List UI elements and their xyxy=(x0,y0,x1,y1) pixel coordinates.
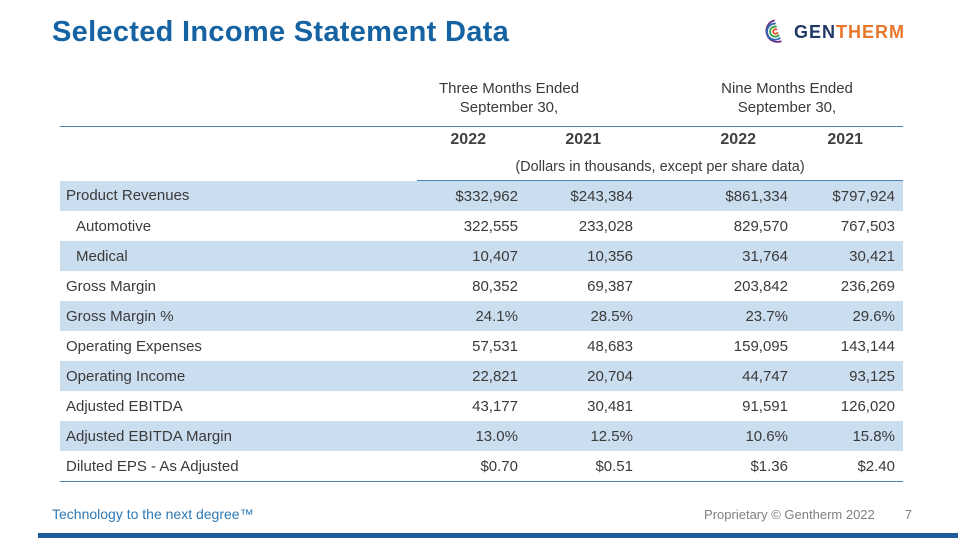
table-row: Gross Margin % 24.1% 28.5% 23.7% 29.6% xyxy=(60,301,903,331)
year-header: 2022 xyxy=(450,131,486,148)
row-label: Operating Expenses xyxy=(66,337,202,355)
cell-value: 13.0% xyxy=(417,421,526,451)
cell-value: 236,269 xyxy=(840,277,895,295)
cell-value: 20,704 xyxy=(526,361,641,391)
footer-tagline: Technology to the next degree™ xyxy=(52,506,254,522)
row-label: Gross Margin xyxy=(66,277,157,295)
row-label: Medical xyxy=(60,241,417,271)
cell-value: 93,125 xyxy=(796,361,903,391)
row-label: Product Revenues xyxy=(60,180,417,211)
year-header: 2021 xyxy=(827,131,863,148)
cell-value: $2.40 xyxy=(796,451,903,482)
bottom-accent-bar xyxy=(38,533,958,538)
row-label: Adjusted EBITDA Margin xyxy=(60,421,417,451)
page-number: 7 xyxy=(904,507,912,522)
row-label: Operating Income xyxy=(60,361,417,391)
table-row: Diluted EPS - As Adjusted $0.70 $0.51 $1.36… xyxy=(60,451,903,482)
table-row: Automotive 322,555 233,028 829,570 767,503 xyxy=(60,211,903,241)
year-header: 2022 xyxy=(720,131,756,148)
cell-value: 48,683 xyxy=(587,337,633,355)
logo-wordmark: GENTHERM xyxy=(794,22,905,43)
cell-value: $0.70 xyxy=(417,451,526,482)
cell-value: 23.7% xyxy=(641,301,796,331)
income-statement-table-wrap: Three Months Ended September 30, Nine Mo… xyxy=(60,76,903,482)
cell-value: 10,407 xyxy=(417,241,526,271)
cell-value: 22,821 xyxy=(417,361,526,391)
row-label: Diluted EPS - As Adjusted xyxy=(60,451,417,482)
cell-value: 24.1% xyxy=(417,301,526,331)
cell-value: $861,334 xyxy=(641,180,796,211)
cell-value: 57,531 xyxy=(472,337,518,355)
cell-value: $332,962 xyxy=(417,180,526,211)
table-row: Medical 10,407 10,356 31,764 30,421 xyxy=(60,241,903,271)
cell-value: 159,095 xyxy=(733,337,788,355)
cell-value: 203,842 xyxy=(733,277,788,295)
table-row: Operating Expenses 57,531 48,683 159,095 143… xyxy=(60,331,903,361)
row-label: Automotive xyxy=(76,217,152,235)
gentherm-logo: GENTHERM xyxy=(760,18,905,46)
cell-value: $243,384 xyxy=(526,180,641,211)
cell-value: 10.6% xyxy=(641,421,796,451)
cell-value: 233,028 xyxy=(578,217,633,235)
units-note: (Dollars in thousands, except per share … xyxy=(417,153,903,181)
cell-value: 30,421 xyxy=(796,241,903,271)
column-group-header-row: Three Months Ended September 30, Nine Mo… xyxy=(60,76,903,127)
cell-value: 30,481 xyxy=(587,397,633,415)
row-label: Gross Margin % xyxy=(60,301,417,331)
logo-text-therm: THERM xyxy=(836,21,905,42)
cell-value: 44,747 xyxy=(641,361,796,391)
col-group-three-months: Three Months Ended September 30, xyxy=(417,76,641,127)
footer-proprietary: Proprietary © Gentherm 2022 xyxy=(704,507,875,522)
cell-value: 31,764 xyxy=(641,241,796,271)
row-label: Adjusted EBITDA xyxy=(66,397,183,415)
page-title: Selected Income Statement Data xyxy=(52,16,510,48)
cell-value: 29.6% xyxy=(796,301,903,331)
year-header-row: 2022 2021 2022 2021 xyxy=(60,127,903,154)
year-header-spacer xyxy=(60,127,417,154)
cell-value: 91,591 xyxy=(742,397,788,415)
label-column-header xyxy=(60,76,417,127)
footer-right: Proprietary © Gentherm 2022 7 xyxy=(704,507,912,522)
col-group-nine-months: Nine Months Ended September 30, xyxy=(641,76,903,127)
units-note-spacer xyxy=(60,153,417,181)
cell-value: 43,177 xyxy=(472,397,518,415)
income-statement-table: Three Months Ended September 30, Nine Mo… xyxy=(60,76,903,482)
cell-value: 80,352 xyxy=(472,277,518,295)
cell-value: 69,387 xyxy=(587,277,633,295)
table-row: Adjusted EBITDA 43,177 30,481 91,591 126,020 xyxy=(60,391,903,421)
cell-value: 829,570 xyxy=(733,217,788,235)
cell-value: 767,503 xyxy=(840,217,895,235)
cell-value: 10,356 xyxy=(526,241,641,271)
cell-value: $1.36 xyxy=(641,451,796,482)
cell-value: 15.8% xyxy=(796,421,903,451)
table-row: Product Revenues $332,962 $243,384 $861,334… xyxy=(60,180,903,211)
table-row: Operating Income 22,821 20,704 44,747 93,125 xyxy=(60,361,903,391)
table-body: Product Revenues $332,962 $243,384 $861,334… xyxy=(60,180,903,482)
logo-text-gen: GEN xyxy=(793,21,836,42)
cell-value: $797,924 xyxy=(796,180,903,211)
table-row: Gross Margin 80,352 69,387 203,842 236,269 xyxy=(60,271,903,301)
year-header: 2021 xyxy=(565,131,601,148)
gentherm-swirl-icon xyxy=(760,18,788,46)
cell-value: $0.51 xyxy=(526,451,641,482)
cell-value: 126,020 xyxy=(840,397,895,415)
cell-value: 28.5% xyxy=(526,301,641,331)
units-note-row: (Dollars in thousands, except per share … xyxy=(60,153,903,181)
cell-value: 322,555 xyxy=(463,217,518,235)
cell-value: 143,144 xyxy=(840,337,895,355)
table-row: Adjusted EBITDA Margin 13.0% 12.5% 10.6% 15.… xyxy=(60,421,903,451)
cell-value: 12.5% xyxy=(526,421,641,451)
